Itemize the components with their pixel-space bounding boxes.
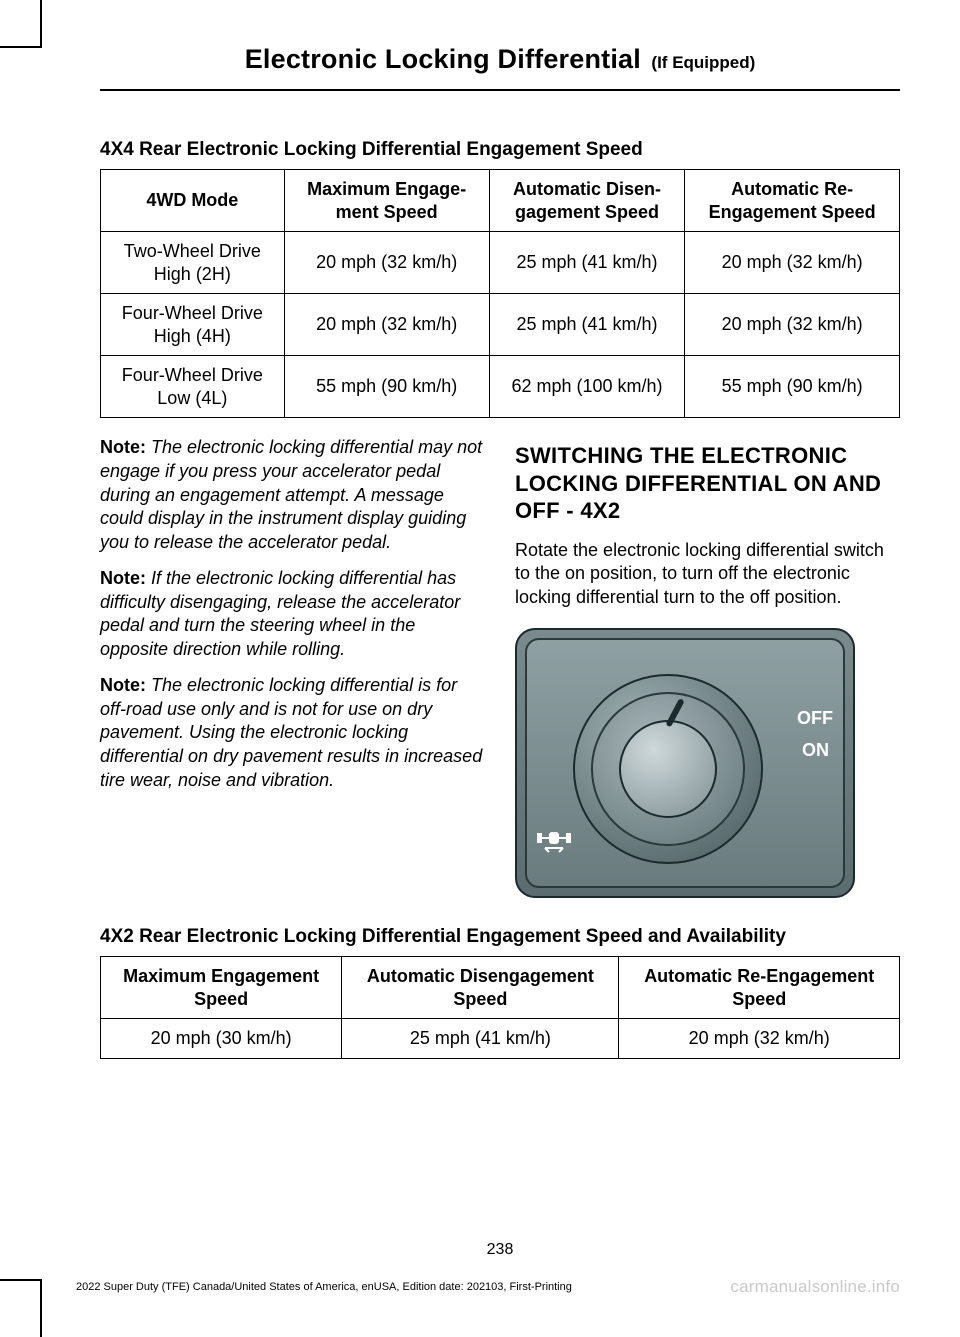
col-auto-reengage: Automatic Re-Engagement Speed xyxy=(685,170,900,232)
knob-inner xyxy=(619,720,717,818)
cell: 20 mph (32 km/h) xyxy=(685,294,900,356)
footer-edition-line: 2022 Super Duty (TFE) Canada/United Stat… xyxy=(76,1281,572,1293)
cell: 55 mph (90 km/h) xyxy=(685,356,900,418)
col-auto-disengage: Automatic Disen-gagement Speed xyxy=(489,170,685,232)
switch-label-on: ON xyxy=(802,740,829,761)
cell: 25 mph (41 km/h) xyxy=(489,294,685,356)
cell: 55 mph (90 km/h) xyxy=(284,356,489,418)
switch-illustration: OFF ON xyxy=(515,628,855,898)
table-4x2: Maximum EngagementSpeed Automatic Diseng… xyxy=(100,956,900,1059)
table-4x4: 4WD Mode Maximum Engage-ment Speed Autom… xyxy=(100,169,900,418)
page-content: Electronic Locking Differential (If Equi… xyxy=(100,44,900,1287)
cell: 20 mph (30 km/h) xyxy=(101,1019,342,1059)
crop-mark-bottom-left xyxy=(0,1279,42,1337)
cell: Four-Wheel DriveHigh (4H) xyxy=(101,294,285,356)
two-column-region: Note: The electronic locking differentia… xyxy=(100,436,900,908)
table-row: Four-Wheel DriveHigh (4H) 20 mph (32 km/… xyxy=(101,294,900,356)
watermark-brand: carmanualsonline.info xyxy=(730,1277,900,1297)
axle-lock-icon xyxy=(537,830,571,856)
note-label: Note: xyxy=(100,568,146,588)
col-max-engage: Maximum Engage-ment Speed xyxy=(284,170,489,232)
note-1: Note: The electronic locking differentia… xyxy=(100,436,485,555)
section-4x2-title: 4X2 Rear Electronic Locking Differential… xyxy=(100,926,900,948)
cell: 20 mph (32 km/h) xyxy=(685,232,900,294)
note-label: Note: xyxy=(100,675,146,695)
table-header-row: 4WD Mode Maximum Engage-ment Speed Autom… xyxy=(101,170,900,232)
page-number: 238 xyxy=(100,1241,900,1259)
crop-mark-top-left xyxy=(0,0,42,48)
cell: 20 mph (32 km/h) xyxy=(619,1019,900,1059)
section-4x4-title: 4X4 Rear Electronic Locking Differential… xyxy=(100,139,900,161)
col-auto-disengage: Automatic DisengagementSpeed xyxy=(342,957,619,1019)
header-subtitle: (If Equipped) xyxy=(651,53,755,72)
cell: 25 mph (41 km/h) xyxy=(489,232,685,294)
table-row: Two-Wheel DriveHigh (2H) 20 mph (32 km/h… xyxy=(101,232,900,294)
note-text: The electronic locking differential is f… xyxy=(100,675,482,790)
note-text: If the electronic locking differential h… xyxy=(100,568,460,659)
col-auto-reengage: Automatic Re-EngagementSpeed xyxy=(619,957,900,1019)
cell: Two-Wheel DriveHigh (2H) xyxy=(101,232,285,294)
cell: 62 mph (100 km/h) xyxy=(489,356,685,418)
cell: 20 mph (32 km/h) xyxy=(284,294,489,356)
col-4wd-mode: 4WD Mode xyxy=(101,170,285,232)
note-3: Note: The electronic locking differentia… xyxy=(100,674,485,793)
right-column: SWITCHING THE ELECTRONIC LOCKING DIFFERE… xyxy=(515,436,900,908)
header-title: Electronic Locking Differential xyxy=(245,44,641,74)
col-max-engage: Maximum EngagementSpeed xyxy=(101,957,342,1019)
table-row: 20 mph (30 km/h) 25 mph (41 km/h) 20 mph… xyxy=(101,1019,900,1059)
running-header: Electronic Locking Differential (If Equi… xyxy=(100,44,900,91)
cell: Four-Wheel DriveLow (4L) xyxy=(101,356,285,418)
cell: 20 mph (32 km/h) xyxy=(284,232,489,294)
heading-switching: SWITCHING THE ELECTRONIC LOCKING DIFFERE… xyxy=(515,442,900,525)
table-row: Four-Wheel DriveLow (4L) 55 mph (90 km/h… xyxy=(101,356,900,418)
note-2: Note: If the electronic locking differen… xyxy=(100,567,485,662)
paragraph-switching: Rotate the electronic locking differenti… xyxy=(515,539,900,611)
left-column: Note: The electronic locking differentia… xyxy=(100,436,485,908)
cell: 25 mph (41 km/h) xyxy=(342,1019,619,1059)
note-label: Note: xyxy=(100,437,146,457)
table-header-row: Maximum EngagementSpeed Automatic Diseng… xyxy=(101,957,900,1019)
switch-label-off: OFF xyxy=(797,708,833,729)
note-text: The electronic locking differential may … xyxy=(100,437,482,552)
